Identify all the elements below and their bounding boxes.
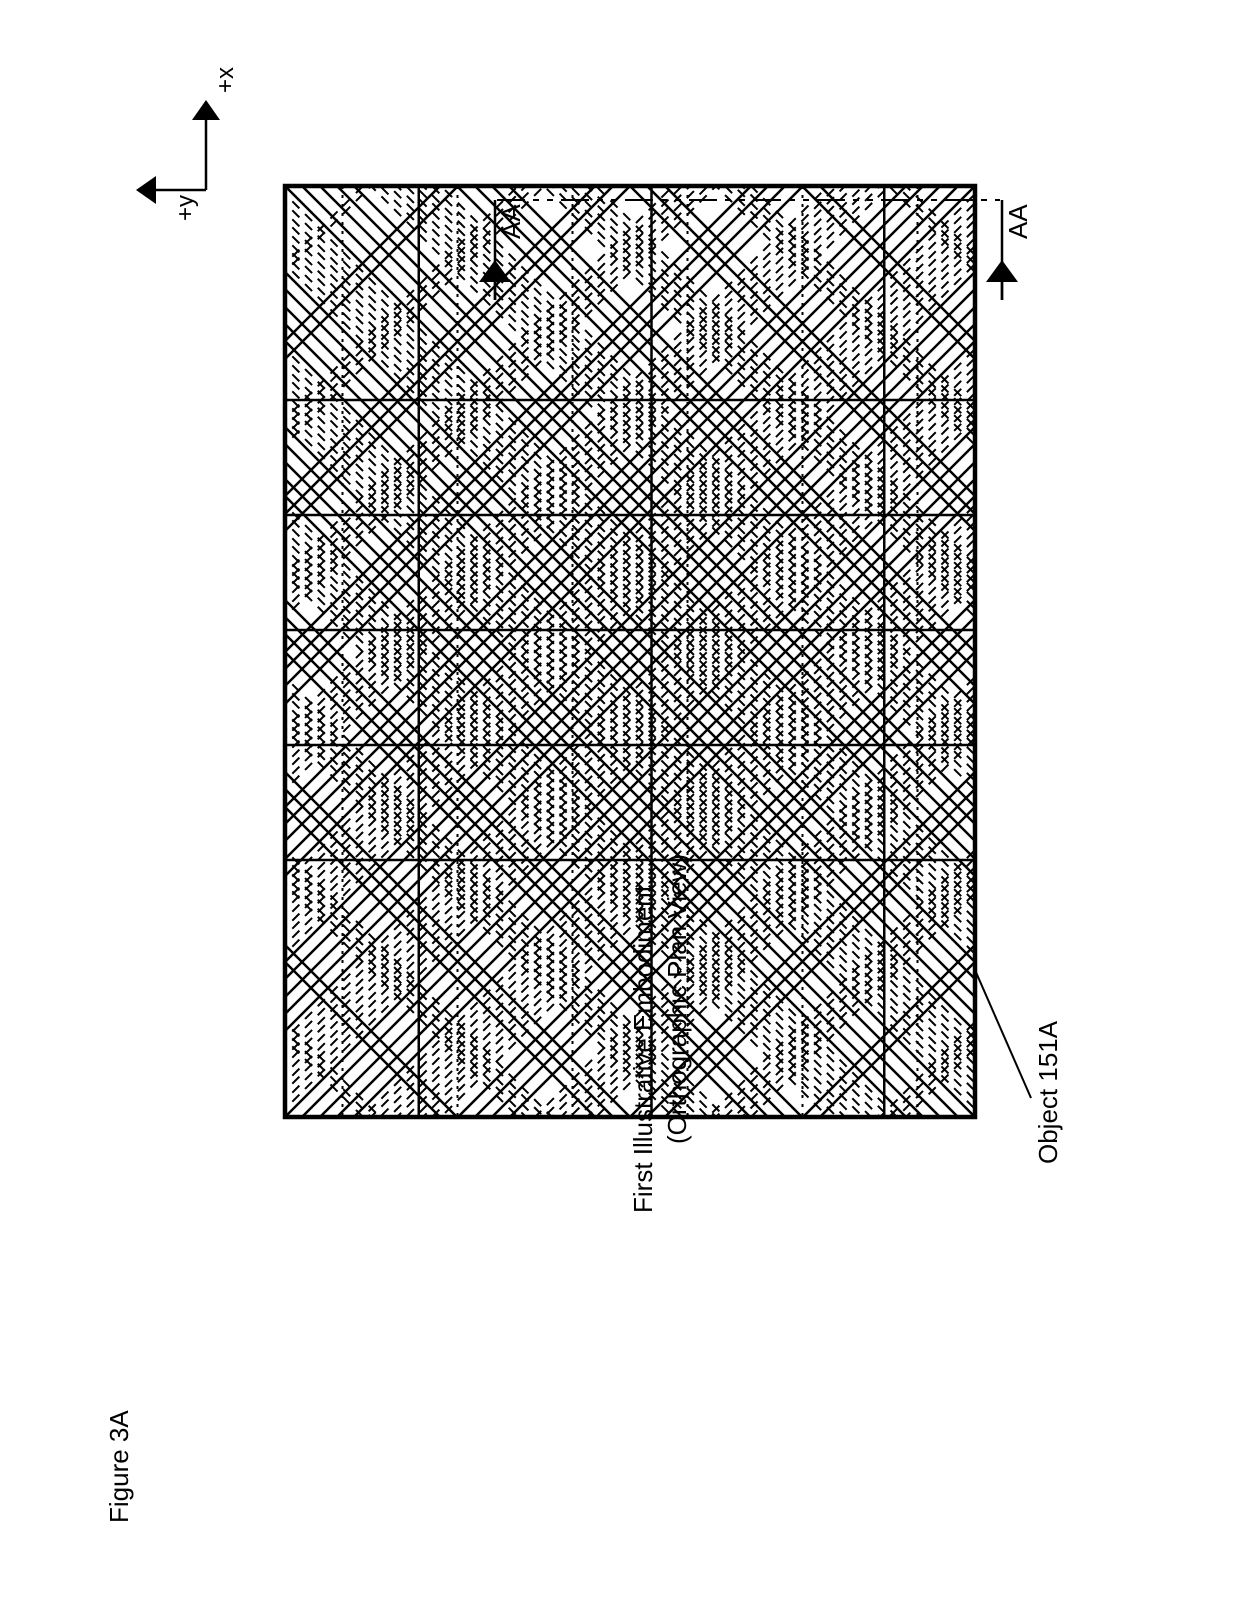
diagram-stage [0,0,1240,1601]
object-leader [975,970,1031,1098]
section-label-left: AA [496,204,527,239]
section-label-right: AA [1003,204,1034,239]
axes-indicator [136,100,220,204]
figure-label: Figure 3A [104,1410,135,1523]
diagram-svg [0,0,1240,1601]
axis-x-label: +x [212,67,240,93]
axis-y-label: +y [172,195,200,221]
object-label: Object 151A [1033,1021,1064,1164]
title-line-1: First Illustrative Embodiment [628,885,659,1213]
title-line-2: (Orthographic Plan View) [662,854,693,1144]
diagonals-solid [0,0,1240,1601]
